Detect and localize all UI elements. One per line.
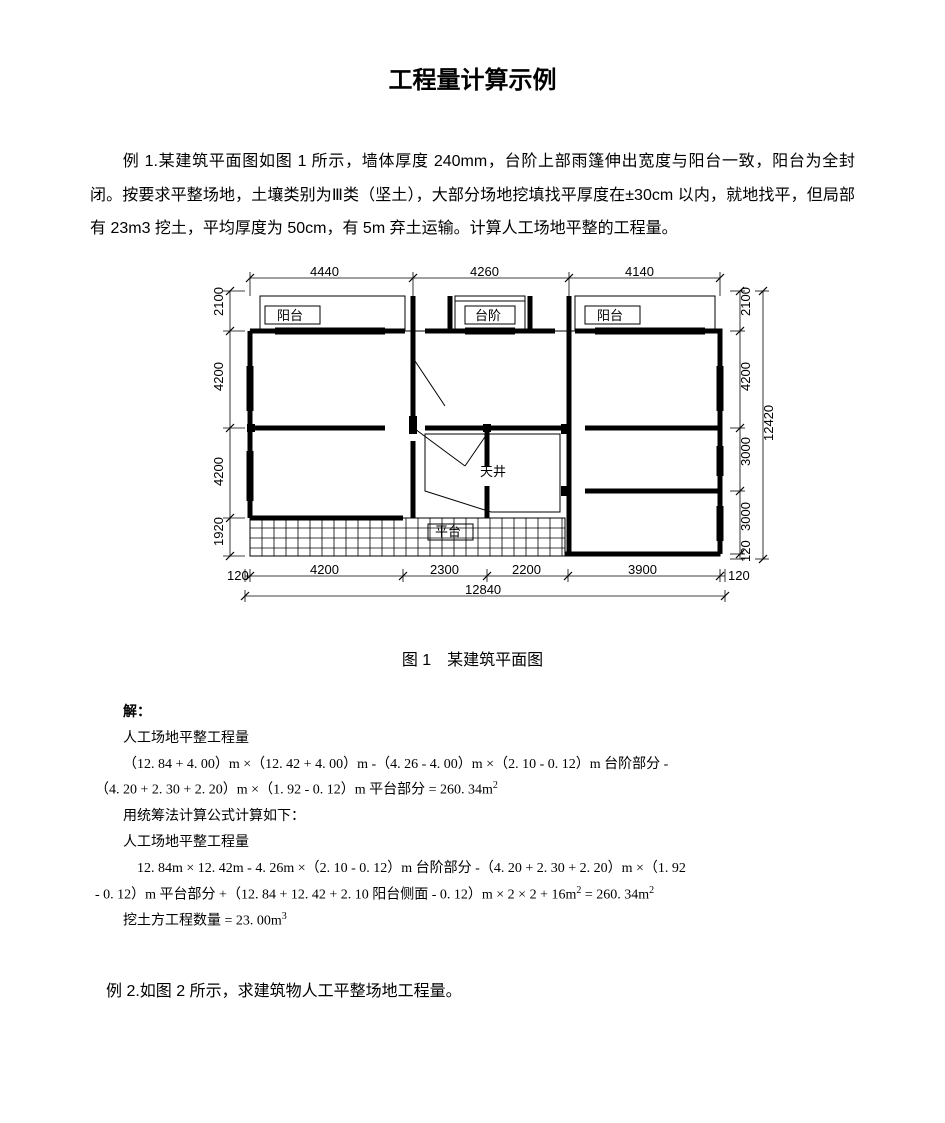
sol-l8b: = 260. 34m: [581, 887, 649, 902]
dim-left-4: 1920: [211, 517, 226, 546]
dim-bottom-mr: 120: [728, 568, 750, 583]
dim-right-overall: 12420: [761, 405, 776, 441]
dim-right-4: 3000: [738, 502, 753, 531]
dim-bottom-4: 3900: [628, 562, 657, 577]
sol-l8a: - 0. 12）m 平台部分 +（12. 84 + 12. 42 + 2. 10…: [95, 887, 576, 902]
dim-top-3: 4140: [625, 266, 654, 279]
sup-3: 3: [282, 911, 287, 922]
sol-l4: （4. 20 + 2. 30 + 2. 20）m ×（1. 92 - 0. 12…: [95, 783, 493, 798]
figure-caption: 图 1 某建筑平面图: [0, 646, 945, 670]
label-staircase: 台阶: [475, 308, 501, 323]
sol-l1: 解：: [123, 705, 151, 720]
example2-text: 例 2.如图 2 所示，求建筑物人工平整场地工程量。: [0, 975, 945, 1009]
para1-text: 例 1.某建筑平面图如图 1 所示，墙体厚度 240mm，台阶上部雨篷伸出宽度与…: [90, 153, 855, 237]
example1-text: 例 1.某建筑平面图如图 1 所示，墙体厚度 240mm，台阶上部雨篷伸出宽度与…: [0, 145, 945, 246]
sol-l9: 挖土方工程数量 = 23. 00m: [123, 914, 282, 929]
page-title: 工程量计算示例: [0, 60, 945, 95]
dim-right-5: 120: [738, 540, 753, 562]
sol-l6: 人工场地平整工程量: [123, 835, 249, 850]
label-balcony-right: 阳台: [597, 308, 623, 323]
floor-plan-diagram: 4440 4260 4140 2100 4200 4200 1920: [165, 266, 780, 616]
sup-2-c: 2: [649, 885, 654, 896]
dim-left-2: 4200: [211, 362, 226, 391]
sol-l5: 用统筹法计算公式计算如下：: [123, 809, 305, 824]
solution-block: 解： 人工场地平整工程量 （12. 84 + 4. 00）m ×（12. 42 …: [0, 700, 945, 935]
label-platform: 平台: [435, 524, 461, 539]
sol-l3: （12. 84 + 4. 00）m ×（12. 42 + 4. 00）m -（4…: [123, 757, 668, 772]
dim-bottom-ml: 120: [227, 568, 249, 583]
para2-text: 例 2.如图 2 所示，求建筑物人工平整场地工程量。: [106, 983, 462, 1000]
dim-bottom-overall: 12840: [465, 582, 501, 597]
dim-bottom-1: 4200: [310, 562, 339, 577]
dim-left-3: 4200: [211, 457, 226, 486]
dim-top-2: 4260: [470, 266, 499, 279]
dim-bottom-3: 2200: [512, 562, 541, 577]
sol-l7: 12. 84m × 12. 42m - 4. 26m ×（2. 10 - 0. …: [137, 861, 686, 876]
label-balcony-left: 阳台: [277, 308, 303, 323]
dim-right-1: 2100: [738, 287, 753, 316]
dim-left-1: 2100: [211, 287, 226, 316]
label-courtyard: 天井: [480, 464, 506, 479]
dim-top-1: 4440: [310, 266, 339, 279]
sol-l2: 人工场地平整工程量: [123, 731, 249, 746]
sup-2-a: 2: [493, 780, 498, 791]
dim-right-3: 3000: [738, 437, 753, 466]
dim-right-2: 4200: [738, 362, 753, 391]
dim-bottom-2: 2300: [430, 562, 459, 577]
